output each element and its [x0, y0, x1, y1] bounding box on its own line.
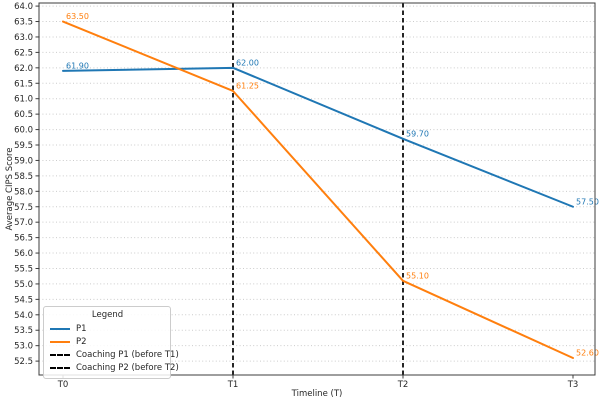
x-tick-label: T0 [57, 380, 69, 390]
y-axis-label: Average CIPS Score [5, 147, 15, 231]
line-sample-icon [50, 340, 70, 343]
y-tick-label: 57.5 [14, 203, 33, 213]
point-label: 52.60 [576, 349, 599, 358]
y-tick-label: 57.0 [14, 218, 33, 228]
point-label: 62.00 [236, 58, 259, 67]
y-tick-label: 60.5 [14, 110, 33, 120]
point-label: 59.70 [406, 129, 429, 138]
y-tick-label: 58.0 [14, 187, 33, 197]
x-tick-label: T2 [397, 380, 409, 390]
point-label: 57.50 [576, 197, 599, 206]
plot-border [38, 2, 596, 376]
legend-item-label: P1 [76, 323, 87, 334]
y-tick-label: 59.0 [14, 156, 33, 166]
y-tick-label: 56.5 [14, 234, 33, 244]
x-tick-label: T3 [567, 380, 579, 390]
legend-items: P1 P2 Coaching P1 (before T1) Coaching P2 (… [50, 322, 179, 374]
point-label: 61.25 [236, 81, 259, 90]
y-tick-label: 64.0 [14, 2, 33, 12]
y-tick-label: 63.0 [14, 33, 33, 43]
point-label: 55.10 [406, 271, 429, 280]
y-tick-label: 62.0 [14, 64, 33, 74]
y-tick-label: 62.5 [14, 48, 33, 58]
legend-item-label: Coaching P2 (before T2) [76, 362, 179, 373]
series-line-p2 [62, 20, 574, 360]
dashed-line-sample-icon [50, 366, 70, 369]
y-tick-label: 60.0 [14, 126, 33, 136]
y-tick-label: 54.5 [14, 295, 33, 305]
y-tick-label: 54.0 [14, 311, 33, 321]
legend-row: Coaching P1 (before T1) [50, 348, 179, 361]
y-tick-label: 61.5 [14, 79, 33, 89]
legend-row: P2 [50, 335, 165, 348]
legend-item-label: P2 [76, 336, 87, 347]
legend-item-label: Coaching P1 (before T1) [76, 349, 179, 360]
legend: Legend P1 P2 Coaching P1 (before T1) Coachi… [43, 306, 179, 379]
point-label: 61.90 [66, 61, 89, 70]
y-tick-label: 59.5 [14, 141, 33, 151]
legend-row: Coaching P2 (before T2) [50, 361, 179, 374]
y-tick-label: 58.5 [14, 172, 33, 182]
y-tick-label: 56.0 [14, 249, 33, 259]
y-tick-label: 52.5 [14, 357, 33, 367]
y-tick-label: 53.0 [14, 342, 33, 352]
legend-row: P1 [50, 322, 165, 335]
y-tick-label: 61.0 [14, 95, 33, 105]
x-tick-label: T1 [227, 380, 239, 390]
series-line-p1 [62, 66, 574, 208]
y-tick-label: 55.5 [14, 264, 33, 274]
y-tick-label: 63.5 [14, 18, 33, 28]
y-tick-label: 53.5 [14, 326, 33, 336]
y-tick-label: 55.0 [14, 280, 33, 290]
legend-title: Legend [91, 310, 124, 320]
line-sample-icon [50, 327, 70, 330]
x-axis-label: Timeline (T) [291, 389, 343, 399]
dashed-line-sample-icon [50, 353, 70, 356]
point-label: 63.50 [66, 12, 89, 21]
